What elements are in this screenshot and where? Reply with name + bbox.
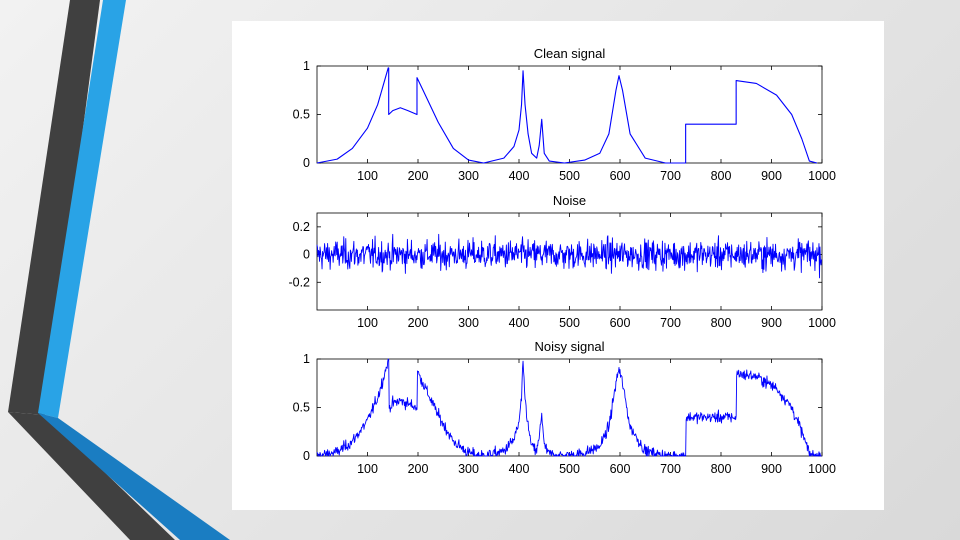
- noise-x-tick-label: 100: [357, 316, 378, 330]
- blue-stripe-lower: [38, 413, 230, 540]
- noisy-plot-area: [316, 358, 823, 457]
- noise-x-tick-label: 500: [559, 316, 580, 330]
- clean-x-tick-label: 1000: [808, 169, 836, 183]
- noise-y-tick-label: 0: [303, 248, 310, 262]
- clean-series-line: [316, 67, 818, 164]
- clean-x-tick-label: 900: [761, 169, 782, 183]
- noisy-x-tick-label: 200: [408, 462, 429, 476]
- clean-x-tick-label: 500: [559, 169, 580, 183]
- clean-x-tick-label: 700: [660, 169, 681, 183]
- noisy-series-line: [316, 358, 822, 457]
- clean-x-tick-label: 400: [509, 169, 530, 183]
- clean-y-tick-label: 0: [303, 156, 310, 170]
- dark-stripe-lower: [8, 412, 175, 540]
- noise-x-tick-label: 800: [711, 316, 732, 330]
- noise-x-tick-label: 200: [408, 316, 429, 330]
- noise-series-line: [316, 233, 822, 279]
- clean-x-tick-label: 100: [357, 169, 378, 183]
- noisy-x-tick-label: 1000: [808, 462, 836, 476]
- clean-x-tick-label: 600: [610, 169, 631, 183]
- noisy-y-tick-label: 1: [303, 352, 310, 366]
- clean-x-tick-label: 200: [408, 169, 429, 183]
- noise-x-tick-label: 1000: [808, 316, 836, 330]
- noise-x-tick-label: 300: [458, 316, 479, 330]
- noise-title: Noise: [553, 193, 586, 208]
- noisy-x-tick-label: 400: [509, 462, 530, 476]
- noise-x-tick-label: 400: [509, 316, 530, 330]
- noisy-x-tick-label: 100: [357, 462, 378, 476]
- noisy-x-tick-label: 500: [559, 462, 580, 476]
- noise-y-tick-label: 0.2: [293, 220, 310, 234]
- clean-title: Clean signal: [534, 46, 606, 61]
- noisy-title: Noisy signal: [534, 339, 604, 354]
- noise-x-tick-label: 700: [660, 316, 681, 330]
- clean-y-tick-label: 1: [303, 59, 310, 73]
- noisy-x-tick-label: 700: [660, 462, 681, 476]
- noise-x-tick-label: 900: [761, 316, 782, 330]
- noisy-x-tick-label: 800: [711, 462, 732, 476]
- noisy-y-tick-label: 0.5: [293, 401, 310, 415]
- noisy-x-tick-label: 900: [761, 462, 782, 476]
- noisy-y-tick-label: 0: [303, 449, 310, 463]
- clean-plot-area: [316, 65, 823, 164]
- clean-y-tick-label: 0.5: [293, 108, 310, 122]
- dark-stripe-upper: [8, 0, 100, 415]
- blue-stripe-upper: [38, 0, 126, 418]
- matlab-figure: Clean signal 100 200 300 400 500 600 700 800 900 1…: [232, 21, 884, 510]
- noisy-x-tick-label: 600: [610, 462, 631, 476]
- noise-y-tick-label: -0.2: [288, 275, 310, 289]
- clean-x-tick-label: 800: [711, 169, 732, 183]
- noisy-x-tick-label: 300: [458, 462, 479, 476]
- clean-x-tick-label: 300: [458, 169, 479, 183]
- noise-x-tick-label: 600: [610, 316, 631, 330]
